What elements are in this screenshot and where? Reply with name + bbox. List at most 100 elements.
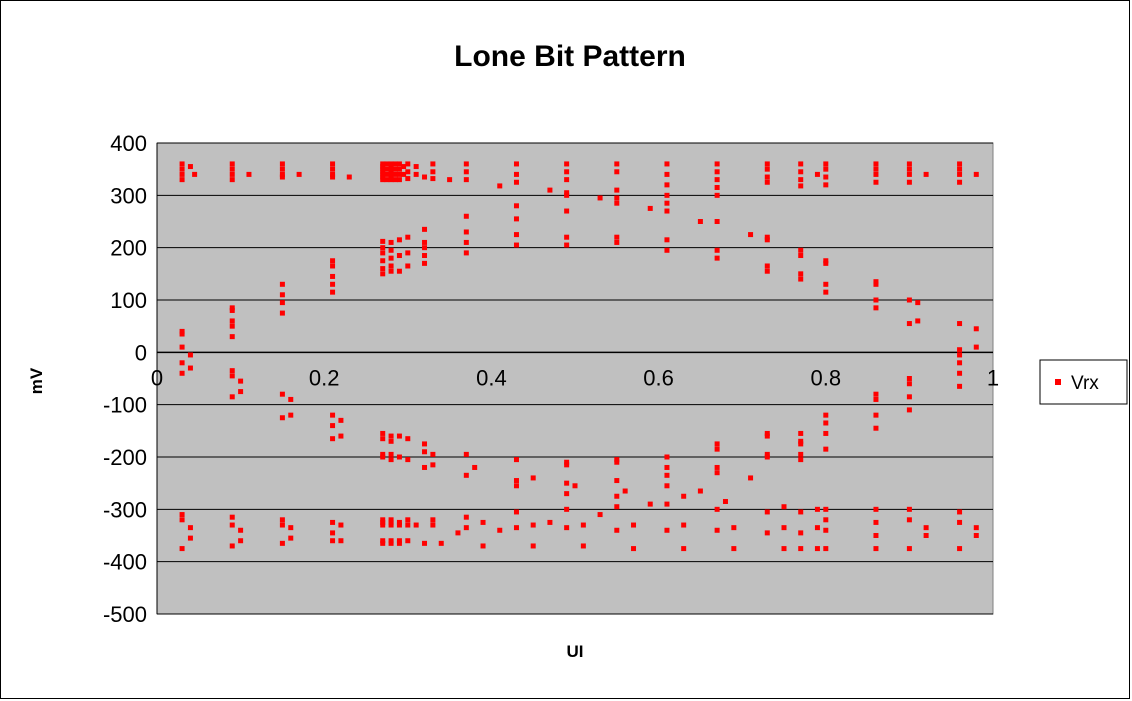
data-point [384,177,390,183]
data-point [187,352,193,358]
data-point [714,177,720,183]
data-point [957,352,963,358]
data-point [388,517,394,523]
data-point [614,161,620,167]
data-point [405,517,411,523]
data-point [438,540,444,546]
data-point [513,457,519,463]
data-point [614,239,620,245]
data-point [957,360,963,366]
data-point [748,232,754,238]
data-point [564,161,570,167]
y-tick-label: 400 [110,131,147,156]
data-point [631,522,637,528]
data-point [873,506,879,512]
data-point [384,171,390,177]
data-point [497,183,503,189]
data-point [798,430,804,436]
data-point [380,266,386,272]
legend-label: Vrx [1071,373,1099,394]
data-point [614,200,620,206]
data-point [764,451,770,457]
data-point [192,171,198,177]
data-point [714,470,720,476]
data-point [564,480,570,486]
data-point [547,519,553,525]
data-point [480,543,486,549]
data-point [388,169,394,175]
data-point [906,381,912,387]
data-point [614,169,620,175]
plot-area [156,142,994,615]
data-point [564,169,570,175]
data-point [388,519,394,525]
data-point [463,472,469,478]
data-point [430,451,436,457]
data-point [430,517,436,523]
data-point [957,519,963,525]
data-point [798,177,804,183]
data-point [714,184,720,190]
data-point [614,504,620,510]
data-point [338,433,344,439]
data-point [906,407,912,413]
data-point [664,464,670,470]
data-point [388,522,394,528]
data-point [422,464,428,470]
legend-box [1039,359,1128,405]
y-tick-label: 100 [110,288,147,313]
data-point [279,415,285,421]
data-point [380,161,386,167]
data-point [823,517,829,523]
data-point [388,255,394,261]
data-point [906,376,912,381]
data-point [664,200,670,206]
data-point [463,239,469,245]
data-point [764,179,770,185]
x-axis-title: UI [567,642,584,661]
data-point [463,161,469,167]
data-point [330,538,336,544]
data-point [564,242,570,248]
data-point [229,318,235,324]
data-point [564,462,570,468]
data-point [330,281,336,287]
chart-title: Lone Bit Pattern [454,40,686,73]
data-point [731,546,737,552]
data-point [279,517,285,523]
data-point [530,543,536,549]
data-point [380,540,386,546]
legend: Vrx [1039,359,1128,405]
data-point [388,540,394,546]
data-point [388,161,394,167]
data-point [422,174,428,180]
data-points [179,161,979,552]
data-point [463,525,469,531]
data-point [430,522,436,528]
data-point [714,527,720,533]
data-point [405,436,411,442]
data-point [823,446,829,452]
data-point [288,525,294,531]
data-point [957,179,963,185]
data-point [798,546,804,552]
data-point [798,438,804,444]
data-point [330,258,336,264]
data-point [380,436,386,442]
data-point [823,506,829,512]
data-point [957,161,963,167]
data-point [229,334,235,340]
data-point [513,232,519,238]
data-point [764,268,770,274]
data-point [823,182,829,188]
data-point [513,171,519,177]
data-point [764,263,770,269]
data-point [572,483,578,489]
data-point [388,166,394,172]
data-point [229,522,235,528]
data-point [697,219,703,224]
data-point [388,268,394,274]
data-point [430,462,436,468]
data-point [380,454,386,460]
data-point [614,195,620,201]
